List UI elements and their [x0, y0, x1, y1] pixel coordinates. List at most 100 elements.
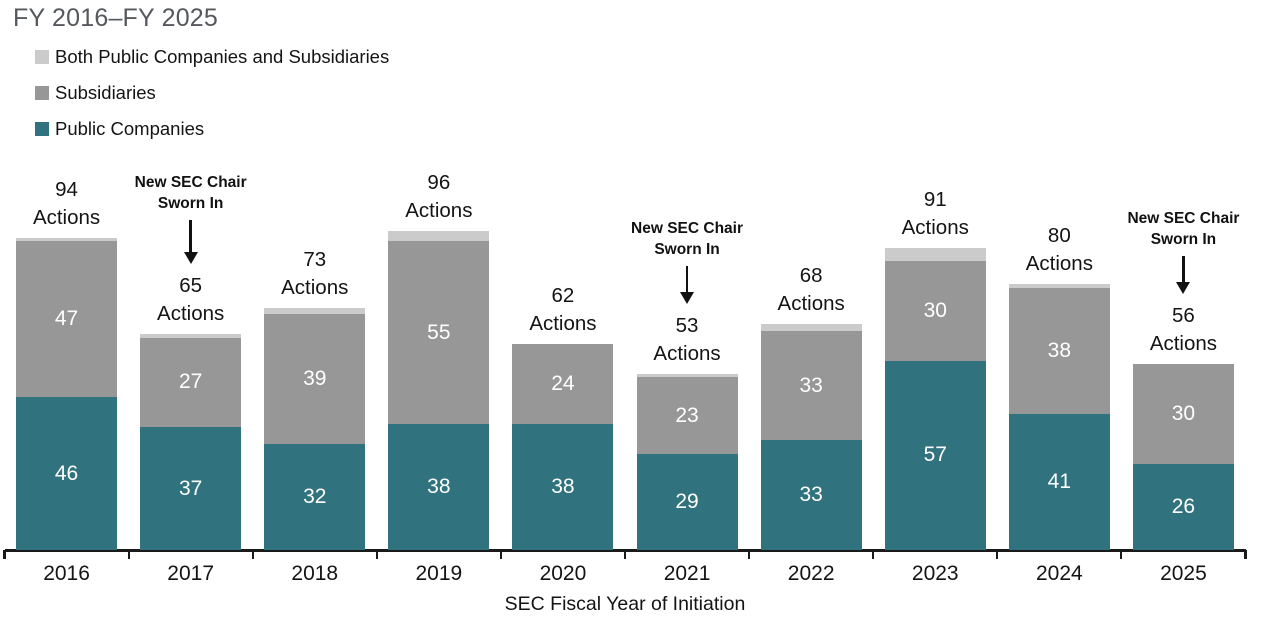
annotation-new-sec-chair-2021: New SEC Chair Sworn In — [631, 220, 744, 259]
bar-header-2018: 73 Actions — [245, 246, 385, 302]
annotation-arrow-down-icon — [1176, 256, 1191, 295]
x-tick-label-2023: 2023 — [911, 562, 959, 585]
legend-label-public-companies: Public Companies — [55, 118, 205, 139]
x-axis-tick — [996, 550, 999, 559]
legend-swatch-both-icon — [35, 50, 49, 64]
segment-value-label: 27 — [178, 370, 203, 394]
x-tick-label-2020: 2020 — [539, 562, 587, 585]
x-axis-tick — [251, 550, 254, 559]
bar-segment-subsidiaries-2025 — [1132, 364, 1234, 464]
x-tick-label-2021: 2021 — [663, 562, 711, 585]
bar-segment-both-public-companies-and-subsidiaries-2021 — [636, 374, 738, 378]
bar-segment-subsidiaries-2023 — [884, 261, 986, 361]
bar-segment-public-companies-2017 — [140, 427, 242, 550]
legend-swatch-subsidiaries-icon — [35, 86, 49, 100]
x-tick-label-2019: 2019 — [415, 562, 463, 585]
bar-header-2017: New SEC Chair Sworn In 65 Actions — [121, 172, 261, 328]
x-axis-tick — [499, 550, 502, 559]
x-tick-label-2018: 2018 — [291, 562, 339, 585]
bar-header-2023: 91 Actions — [865, 186, 1005, 242]
annotation-new-sec-chair-2017: New SEC Chair Sworn In — [134, 174, 247, 213]
x-axis-tick — [1120, 550, 1123, 559]
bar-header-2021: New SEC Chair Sworn In 53 Actions — [617, 218, 757, 368]
total-label-2017: 65 Actions — [157, 274, 225, 326]
bar-segment-both-public-companies-and-subsidiaries-2022 — [760, 324, 862, 331]
bar-segment-subsidiaries-2016 — [16, 241, 118, 398]
segment-value-label: 24 — [551, 372, 575, 395]
legend-item-both: Both Public Companies and Subsidiaries — [35, 44, 389, 70]
segment-value-label: 41 — [1047, 469, 1072, 493]
x-axis-tick — [748, 550, 751, 559]
bar-segment-both-public-companies-and-subsidiaries-2018 — [264, 307, 366, 315]
annotation-new-sec-chair-2025: New SEC Chair Sworn In — [1127, 210, 1240, 249]
annotation-arrow-down-icon — [183, 220, 198, 265]
bar-segment-public-companies-2016 — [16, 397, 118, 550]
bar-segment-both-public-companies-and-subsidiaries-2024 — [1008, 284, 1110, 288]
segment-value-label: 37 — [178, 476, 203, 500]
segment-value-label: 46 — [54, 461, 79, 485]
bar-header-2020: 62 Actions — [493, 282, 633, 338]
bar-segment-public-companies-2020 — [512, 423, 614, 550]
bar-segment-both-public-companies-and-subsidiaries-2019 — [388, 231, 490, 242]
segment-value-label: 30 — [1171, 401, 1196, 425]
segment-value-label: 33 — [799, 373, 823, 397]
total-label-2018: 73 Actions — [281, 247, 349, 299]
bar-segment-both-public-companies-and-subsidiaries-2016 — [16, 237, 118, 242]
bar-segment-public-companies-2023 — [884, 360, 986, 550]
chart-title: FY 2016–FY 2025 — [13, 4, 219, 32]
bar-segment-public-companies-2024 — [1008, 413, 1110, 550]
x-tick-label-2017: 2017 — [167, 562, 214, 585]
x-tick-label-2025: 2025 — [1160, 562, 1207, 585]
segment-value-label: 29 — [675, 489, 699, 513]
bar-header-2024: 80 Actions — [989, 222, 1129, 278]
legend-item-public-companies: Public Companies — [35, 116, 389, 142]
x-tick-label-2016: 2016 — [43, 562, 90, 585]
segment-value-label: 26 — [1171, 494, 1196, 518]
bar-segment-public-companies-2018 — [264, 443, 366, 550]
segment-value-label: 38 — [1047, 338, 1072, 362]
total-label-2025: 56 Actions — [1149, 304, 1218, 356]
bar-segment-subsidiaries-2021 — [636, 377, 738, 454]
bar-segment-subsidiaries-2024 — [1008, 287, 1110, 414]
segment-value-label: 47 — [54, 307, 79, 331]
x-axis-tick — [1244, 550, 1247, 559]
x-tick-label-2022: 2022 — [787, 562, 835, 585]
bar-segment-public-companies-2022 — [760, 440, 862, 550]
bar-segment-subsidiaries-2017 — [140, 337, 242, 428]
legend-swatch-public-companies-icon — [35, 122, 49, 136]
legend: Both Public Companies and Subsidiaries S… — [35, 44, 389, 152]
bar-header-2016: 94 Actions — [0, 176, 137, 232]
total-label-2019: 96 Actions — [405, 171, 473, 223]
bar-segment-public-companies-2019 — [388, 423, 490, 550]
segment-value-label: 38 — [551, 474, 575, 498]
total-label-2023: 91 Actions — [901, 187, 969, 239]
segment-value-label: 57 — [923, 443, 947, 467]
bar-segment-both-public-companies-and-subsidiaries-2023 — [884, 247, 986, 262]
legend-label-both: Both Public Companies and Subsidiaries — [55, 46, 390, 67]
x-axis-tick — [872, 550, 875, 559]
bar-header-2022: 68 Actions — [741, 262, 881, 318]
segment-value-label: 33 — [799, 483, 823, 507]
legend-label-subsidiaries: Subsidiaries — [55, 82, 156, 103]
bar-header-2019: 96 Actions — [369, 169, 509, 225]
segment-value-label: 23 — [675, 403, 699, 427]
x-axis-tick — [3, 550, 6, 559]
total-label-2022: 68 Actions — [777, 264, 845, 316]
bar-segment-public-companies-2021 — [636, 453, 738, 550]
total-label-2024: 80 Actions — [1025, 224, 1093, 276]
total-label-2020: 62 Actions — [529, 284, 597, 336]
segment-value-label: 38 — [427, 474, 451, 498]
x-tick-label-2024: 2024 — [1035, 562, 1083, 585]
total-label-2021: 53 Actions — [653, 314, 721, 366]
x-axis-tick — [375, 550, 378, 559]
x-axis-tick — [623, 550, 627, 559]
bar-segment-both-public-companies-and-subsidiaries-2017 — [140, 334, 242, 338]
bar-segment-subsidiaries-2020 — [512, 344, 614, 424]
segment-value-label: 30 — [923, 298, 947, 322]
total-label-2016: 94 Actions — [32, 177, 101, 229]
annotation-arrow-down-icon — [680, 266, 695, 305]
bar-segment-subsidiaries-2019 — [388, 241, 490, 424]
legend-item-subsidiaries: Subsidiaries — [35, 80, 389, 106]
